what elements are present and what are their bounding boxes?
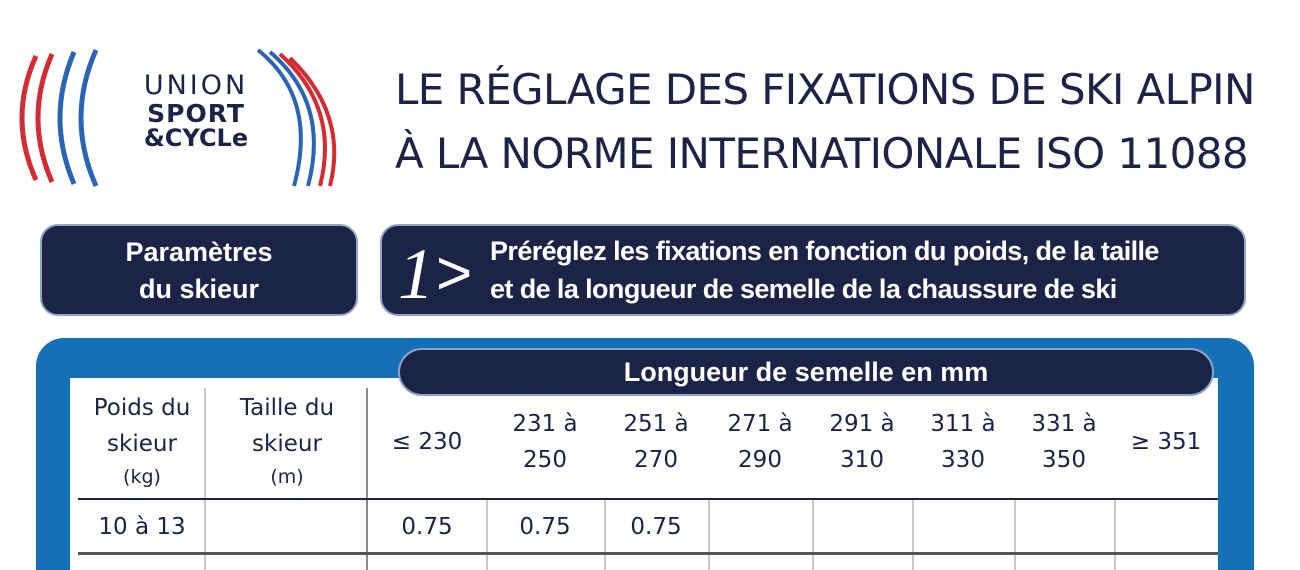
page-title: LE RÉGLAGE DES FIXATIONS DE SKI ALPIN À … bbox=[395, 58, 1295, 186]
length-header-line: 331 à bbox=[1031, 411, 1097, 437]
value-cell: 0.75 bbox=[519, 514, 571, 540]
length-header-line: 330 bbox=[941, 447, 985, 473]
height-column-header: Taille du skieur (m) bbox=[206, 390, 368, 492]
value-cell: 0.75 bbox=[401, 514, 453, 540]
value-cell: 0.75 bbox=[630, 514, 682, 540]
height-header-line-3: (m) bbox=[270, 466, 304, 488]
length-column-header: 331 à 350 bbox=[1014, 402, 1114, 482]
length-header-line: 350 bbox=[1042, 447, 1086, 473]
length-column-header: 251 à 270 bbox=[604, 402, 708, 482]
length-column-header: 231 à 250 bbox=[486, 402, 604, 482]
logo-sport-text: SPORT bbox=[147, 99, 245, 128]
step-number: 1 bbox=[398, 234, 434, 314]
title-line-1: LE RÉGLAGE DES FIXATIONS DE SKI ALPIN bbox=[395, 65, 1255, 114]
length-header-line: ≤ 230 bbox=[391, 429, 463, 455]
length-header-line: 231 à bbox=[512, 411, 578, 437]
step-1-box: 1 > Préréglez les fixations en fonction … bbox=[380, 224, 1246, 316]
height-header-line-2: skieur bbox=[252, 431, 322, 457]
length-header-line: 250 bbox=[523, 447, 567, 473]
length-column-header: ≥ 351 bbox=[1114, 402, 1218, 482]
skier-parameters-box: Paramètres du skieur bbox=[40, 224, 358, 316]
row-divider bbox=[78, 552, 1218, 555]
length-header-line: 290 bbox=[738, 447, 782, 473]
step-line-1: Préréglez les fixations en fonction du p… bbox=[490, 236, 1159, 266]
column-divider bbox=[708, 500, 710, 570]
length-header-line: 271 à bbox=[727, 411, 793, 437]
length-header-line: 291 à bbox=[829, 411, 895, 437]
weight-column-header: Poids du skieur (kg) bbox=[78, 390, 206, 492]
column-divider bbox=[812, 500, 814, 570]
column-divider bbox=[912, 500, 914, 570]
column-divider bbox=[1014, 500, 1016, 570]
length-column-header: 311 à 330 bbox=[912, 402, 1014, 482]
length-column-header: 291 à 310 bbox=[812, 402, 912, 482]
column-divider bbox=[1114, 500, 1116, 570]
title-line-2: À LA NORME INTERNATIONALE ISO 11088 bbox=[395, 129, 1249, 178]
logo-cycle-text: &CYCLe bbox=[143, 124, 249, 152]
length-header-line: 251 à bbox=[623, 411, 689, 437]
settings-table bbox=[70, 378, 1218, 570]
column-divider bbox=[366, 388, 368, 570]
column-divider bbox=[604, 500, 606, 570]
length-column-header: 271 à 290 bbox=[708, 402, 812, 482]
union-sport-cycle-logo: UNION SPORT &CYCLe bbox=[18, 48, 338, 188]
length-header-line: 270 bbox=[634, 447, 678, 473]
length-column-header: ≤ 230 bbox=[368, 402, 486, 482]
length-header-line: 310 bbox=[840, 447, 884, 473]
length-header-line: 311 à bbox=[930, 411, 996, 437]
logo-arcs-icon bbox=[19, 48, 337, 188]
sole-length-header: Longueur de semelle en mm bbox=[398, 348, 1214, 396]
logo-union-text: UNION bbox=[143, 70, 249, 101]
column-divider bbox=[486, 500, 488, 570]
weight-header-line-2: skieur bbox=[107, 431, 177, 457]
weight-header-line-1: Poids du bbox=[93, 395, 191, 421]
weight-cell: 10 à 13 bbox=[98, 514, 186, 540]
header-divider bbox=[78, 498, 1218, 500]
height-header-line-1: Taille du bbox=[239, 395, 335, 421]
params-line-2: du skieur bbox=[138, 274, 260, 304]
column-divider bbox=[204, 388, 206, 570]
step-arrow-icon: > bbox=[436, 239, 473, 308]
weight-header-line-3: (kg) bbox=[123, 466, 161, 488]
length-header-line: ≥ 351 bbox=[1130, 429, 1202, 455]
step-line-2: et de la longueur de semelle de la chaus… bbox=[490, 274, 1117, 304]
params-line-1: Paramètres bbox=[125, 237, 273, 267]
